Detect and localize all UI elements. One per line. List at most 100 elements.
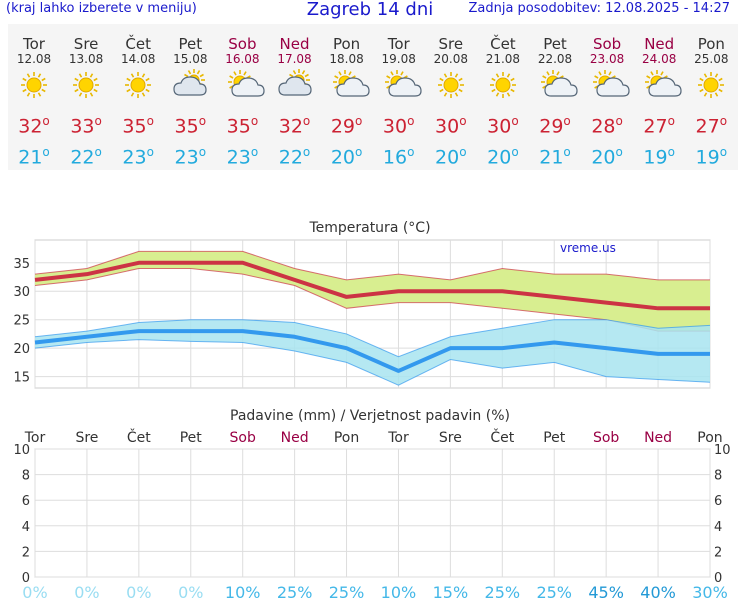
day-date: 15.08 bbox=[173, 52, 208, 66]
cloudy-sun-icon bbox=[164, 69, 216, 101]
max-temp: 35o bbox=[174, 114, 207, 138]
max-temp: 29o bbox=[539, 114, 571, 138]
day-name: Ned bbox=[644, 35, 675, 53]
x-tick-label: Pon bbox=[697, 430, 722, 446]
x-tick-label: Tor bbox=[387, 430, 409, 446]
x-tick-label: Pon bbox=[334, 430, 359, 446]
y-tick-label: 4 bbox=[22, 520, 30, 535]
max-temp: 30o bbox=[435, 114, 467, 138]
y-tick-label: 30 bbox=[13, 285, 30, 300]
partly-cloudy-icon bbox=[633, 69, 685, 101]
min-temp: 19o bbox=[643, 145, 675, 169]
temperature-chart: Temperatura (°C) 15 20 25 30 35 vreme.us bbox=[13, 220, 711, 389]
day-date: 14.08 bbox=[121, 52, 156, 66]
day-date: 16.08 bbox=[225, 52, 260, 66]
band-upper-edge bbox=[34, 250, 710, 281]
day-name: Pon bbox=[332, 35, 361, 53]
min-temp: 20o bbox=[330, 145, 363, 169]
x-tick-label: Ned bbox=[644, 430, 672, 446]
day-column: Tor 19.08 30o 16o bbox=[373, 24, 425, 170]
day-column: Čet 21.08 30o 20o bbox=[477, 24, 529, 170]
day-date: 13.08 bbox=[68, 52, 104, 66]
day-date: 12.08 bbox=[16, 52, 52, 66]
max-temp-line bbox=[34, 260, 710, 311]
y-tick-label-right: 8 bbox=[714, 469, 722, 484]
cloudy-sun-icon bbox=[269, 69, 321, 101]
y-tick-label: 35 bbox=[13, 257, 30, 272]
chart-title: Padavine (mm) / Verjetnost padavin (%) bbox=[230, 408, 510, 424]
day-column: Ned 17.08 32o 22o bbox=[269, 24, 321, 170]
max-temp: 35o bbox=[122, 114, 154, 138]
day-column: Pon 25.08 27o 19o bbox=[685, 24, 737, 170]
sun-icon bbox=[477, 69, 529, 101]
x-tick-label: Pet bbox=[543, 430, 566, 446]
max-temp: 32o bbox=[18, 114, 50, 138]
max-temp: 30o bbox=[382, 114, 415, 138]
x-tick-label: Pet bbox=[180, 430, 203, 446]
day-date: 20.08 bbox=[433, 52, 468, 66]
min-temp: 23o bbox=[122, 145, 154, 169]
precip-probability: 15% bbox=[433, 583, 469, 600]
max-temp-range-band bbox=[35, 251, 710, 332]
day-column: Čet 14.08 35o 23o bbox=[112, 24, 164, 170]
sun-icon bbox=[60, 69, 112, 101]
x-tick-label: Sre bbox=[75, 430, 98, 446]
partly-cloudy-icon bbox=[373, 69, 425, 101]
menu-note[interactable]: (kraj lahko izberete v meniju) bbox=[6, 1, 197, 16]
day-column: Tor 12.08 32o 21o bbox=[8, 24, 60, 170]
x-tick-label: Čet bbox=[490, 428, 514, 446]
precip-probability: 0% bbox=[126, 583, 151, 600]
chart-title: Temperatura (°C) bbox=[308, 220, 430, 236]
day-name: Tor bbox=[387, 35, 410, 53]
precip-probability: 25% bbox=[485, 583, 521, 600]
x-tick-label: Sob bbox=[230, 430, 256, 446]
day-date: 23.08 bbox=[589, 52, 625, 66]
day-date: 18.08 bbox=[329, 52, 364, 66]
max-temp: 30o bbox=[487, 114, 519, 138]
min-temp: 20o bbox=[435, 145, 467, 169]
precip-probability: 25% bbox=[277, 583, 313, 600]
band-lower-edge bbox=[34, 339, 711, 386]
header-bar: (kraj lahko izberete v meniju) Zagreb 14… bbox=[0, 0, 740, 22]
partly-cloudy-icon bbox=[529, 69, 581, 101]
precip-probability: 45% bbox=[588, 583, 624, 600]
day-column: Sob 23.08 28o 20o bbox=[581, 24, 633, 170]
y-tick-label-right: 4 bbox=[714, 520, 722, 535]
day-date: 17.08 bbox=[277, 52, 312, 66]
y-tick-label-right: 10 bbox=[714, 443, 731, 458]
min-temp: 16o bbox=[382, 145, 415, 169]
day-date: 22.08 bbox=[537, 52, 573, 66]
day-name: Pet bbox=[178, 35, 203, 53]
day-name: Pon bbox=[697, 35, 725, 53]
day-name: Pet bbox=[543, 35, 567, 53]
min-temp-range-band bbox=[35, 319, 710, 386]
min-temp: 20o bbox=[591, 145, 623, 169]
day-name: Sob bbox=[228, 35, 257, 53]
watermark: vreme.us bbox=[560, 241, 616, 255]
y-tick-label: 2 bbox=[22, 545, 30, 560]
x-tick-label: Ned bbox=[281, 430, 309, 446]
day-name: Sob bbox=[592, 35, 622, 53]
precip-probability: 0% bbox=[74, 583, 99, 600]
max-temp: 27o bbox=[695, 114, 728, 138]
min-temp: 23o bbox=[226, 145, 259, 169]
precip-probability: 0% bbox=[22, 583, 47, 600]
min-temp: 20o bbox=[487, 145, 519, 169]
day-column: Sre 20.08 30o 20o bbox=[425, 24, 477, 170]
band-lower-edge bbox=[34, 267, 710, 332]
min-temp: 19o bbox=[695, 145, 728, 169]
day-column: Sre 13.08 33o 22o bbox=[60, 24, 112, 170]
max-temp: 32o bbox=[278, 114, 311, 138]
sun-icon bbox=[8, 69, 60, 101]
day-date: 21.08 bbox=[485, 52, 521, 66]
day-column: Pet 22.08 29o 21o bbox=[529, 24, 581, 170]
y-tick-label: 15 bbox=[13, 371, 30, 386]
min-temp: 22o bbox=[70, 145, 102, 169]
day-column: Pet 15.08 35o 23o bbox=[164, 24, 216, 170]
last-update: Zadnja posodobitev: 12.08.2025 - 14:27 bbox=[468, 1, 730, 16]
min-temp: 22o bbox=[278, 145, 311, 169]
precipitation-chart: Padavine (mm) / Verjetnost padavin (%) To… bbox=[13, 408, 731, 600]
precip-probability: 25% bbox=[536, 583, 572, 600]
sun-icon bbox=[425, 69, 477, 101]
y-tick-label-right: 6 bbox=[714, 494, 722, 509]
